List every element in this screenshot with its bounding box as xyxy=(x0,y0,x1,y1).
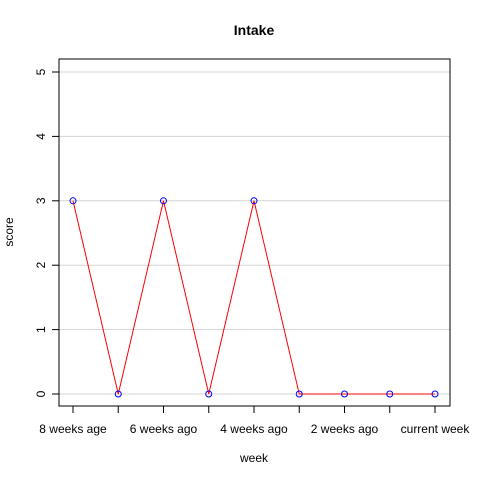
y-axis-label: score xyxy=(2,217,16,247)
data-point-1 xyxy=(69,197,77,205)
x-tick-label-3: 6 weeks ago xyxy=(130,422,198,436)
y-tick-label-2: 2 xyxy=(34,262,48,269)
y-tick-label-4: 4 xyxy=(34,133,48,140)
x-tick-label-7: 2 weeks ago xyxy=(311,422,379,436)
data-point-3 xyxy=(160,197,167,205)
x-axis-label: week xyxy=(239,451,269,465)
data-point-9 xyxy=(431,390,439,398)
data-point-8 xyxy=(386,390,394,398)
data-point-4 xyxy=(205,390,213,398)
data-point-6 xyxy=(295,390,303,398)
axes: 0 1 2 3 4 5 8 weeks age 6 weeks ago 4 weeks ago 2… xyxy=(34,68,470,436)
y-tick-label-5: 5 xyxy=(34,68,48,75)
series-line-0 xyxy=(72,200,435,395)
data-point-7 xyxy=(341,390,348,398)
y-tick-label-3: 3 xyxy=(34,197,48,204)
x-tick-label-1: 8 weeks age xyxy=(39,422,107,436)
data-series xyxy=(69,197,439,398)
y-tick-label-0: 0 xyxy=(34,390,48,397)
data-point-2 xyxy=(114,390,122,398)
x-tick-label-9: current week xyxy=(401,422,471,436)
data-point-5 xyxy=(250,197,258,205)
x-tick-label-5: 4 weeks ago xyxy=(220,422,288,436)
y-tick-label-1: 1 xyxy=(34,326,48,333)
chart-title: Intake xyxy=(234,22,275,38)
